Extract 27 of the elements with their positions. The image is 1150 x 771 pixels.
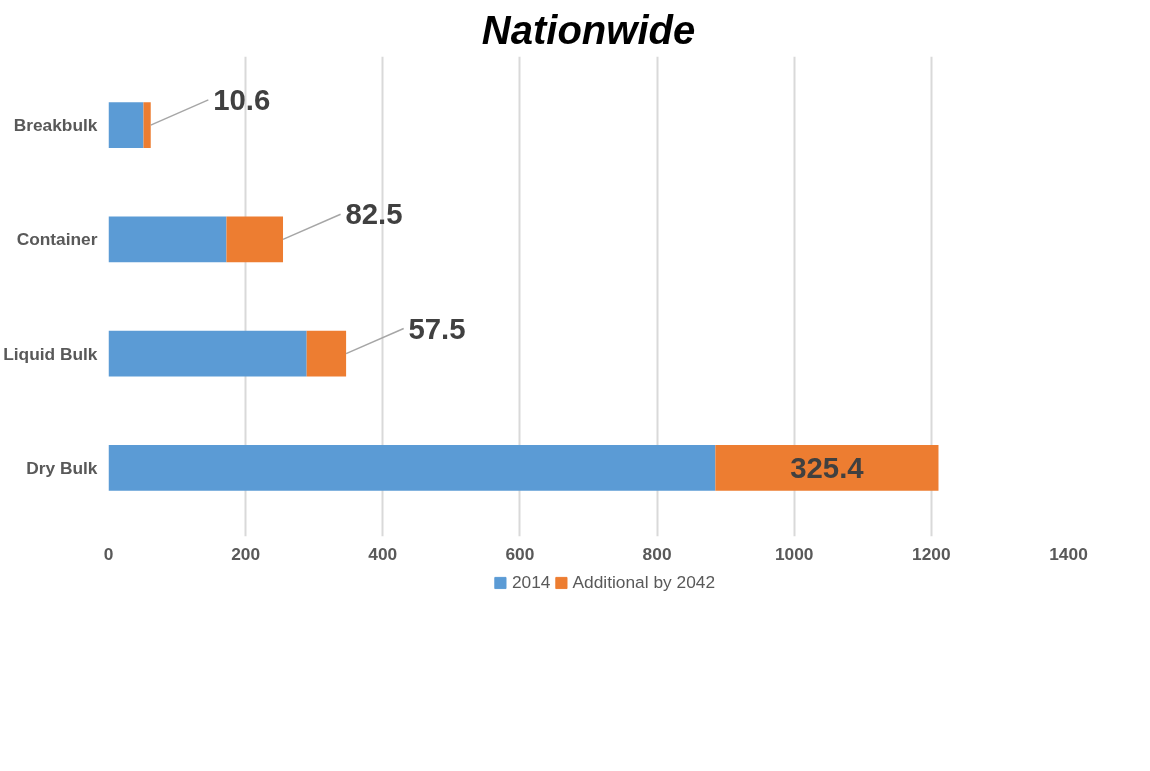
y-tick-label: Liquid Bulk <box>3 343 98 364</box>
x-tick-label: 800 <box>642 543 672 564</box>
legend-label: 2014 <box>511 571 551 593</box>
bar <box>108 102 144 148</box>
bar <box>143 102 151 148</box>
data-label: 82.5 <box>345 197 403 231</box>
y-tick-label: Breakbulk <box>13 115 98 136</box>
chart-title: Nationwide <box>481 7 696 52</box>
x-tick-label: 1000 <box>774 543 814 564</box>
x-tick-label: 1400 <box>1049 543 1088 564</box>
legend-label: Additional by 2042 <box>572 571 716 593</box>
bar <box>226 216 284 263</box>
x-tick-label: 0 <box>103 543 114 564</box>
bar <box>108 330 307 377</box>
bar <box>715 445 939 491</box>
y-tick-label: Dry Bulk <box>26 457 98 478</box>
y-tick-label: Container <box>16 229 98 250</box>
data-label: 10.6 <box>213 82 271 116</box>
data-label: 325.4 <box>790 450 865 484</box>
bar <box>108 216 227 263</box>
x-tick-label: 1200 <box>912 543 951 564</box>
x-tick-label: 400 <box>368 543 398 564</box>
bar <box>108 445 716 491</box>
bar <box>306 330 347 377</box>
x-tick-label: 200 <box>231 543 261 564</box>
data-label: 57.5 <box>408 311 466 345</box>
x-tick-label: 600 <box>505 543 535 564</box>
